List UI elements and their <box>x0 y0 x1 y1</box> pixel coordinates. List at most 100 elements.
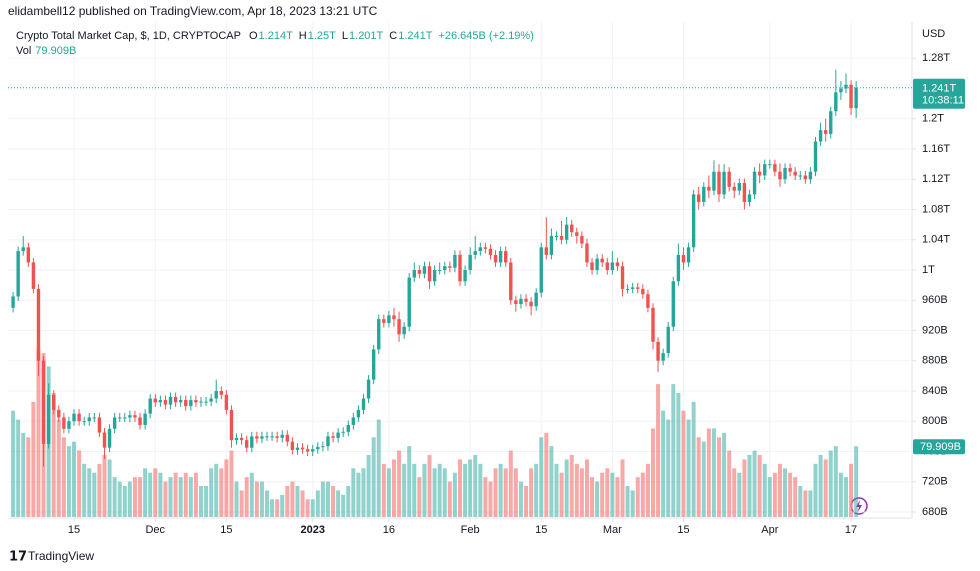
candle <box>666 322 670 358</box>
legend-volume-key: Vol <box>16 45 31 57</box>
candle-body <box>742 183 747 202</box>
volume-bar <box>757 455 762 517</box>
y-tick-label: 920B <box>922 324 948 336</box>
candle-body <box>311 449 315 452</box>
volume-bar <box>544 432 549 517</box>
volume-bar <box>458 459 462 517</box>
candle-body <box>371 349 376 380</box>
candle <box>224 390 229 415</box>
volume-bar <box>483 477 488 517</box>
candle-body <box>813 141 818 172</box>
volume-bar <box>579 468 584 517</box>
candle-body <box>559 235 564 240</box>
candle-body <box>752 171 757 195</box>
volume-bar <box>828 450 833 517</box>
candle <box>82 416 86 426</box>
candle <box>173 392 178 407</box>
volume-bar <box>661 410 666 517</box>
candle <box>41 356 46 467</box>
y-tick-label: 840B <box>922 385 948 397</box>
candle <box>585 239 589 267</box>
candle <box>773 159 777 177</box>
volume-bar <box>569 455 574 517</box>
volume-bar <box>11 410 16 517</box>
candle <box>707 175 711 199</box>
volume-bar <box>280 494 285 517</box>
volume-bar <box>26 437 31 517</box>
candle-body <box>102 432 107 448</box>
alert-bolt[interactable] <box>856 500 862 512</box>
candles <box>11 69 858 467</box>
y-tick-label: 1.16T <box>922 143 950 155</box>
candle <box>575 227 579 244</box>
candle-body <box>468 254 472 270</box>
candle-body <box>666 326 670 354</box>
volume-bar <box>386 468 391 517</box>
volume-bar <box>346 486 351 517</box>
candle <box>31 257 36 294</box>
candle-body <box>727 171 731 187</box>
volume-bar <box>686 419 691 517</box>
candle <box>412 262 416 283</box>
candle <box>204 397 208 407</box>
candle-body <box>763 164 767 176</box>
candle-body <box>234 437 239 441</box>
volume-bar <box>488 481 493 517</box>
candle-body <box>214 390 218 399</box>
volume-bar <box>524 486 529 517</box>
countdown: 10:38:11 <box>922 95 964 107</box>
candle <box>722 164 726 199</box>
last-volume-label: 79.909B <box>920 441 961 453</box>
candle <box>295 443 300 455</box>
volume-bar <box>254 481 259 517</box>
volume-bar <box>452 472 457 517</box>
volume-bar <box>584 459 589 517</box>
candle-body <box>620 266 625 289</box>
candle-body <box>519 298 523 305</box>
candle-body <box>92 417 97 419</box>
volume-bar <box>843 477 848 517</box>
volume-bar <box>671 384 676 517</box>
candle-body <box>636 287 640 289</box>
volume-bar <box>117 481 122 517</box>
volume-bar <box>102 455 107 517</box>
candle <box>844 73 848 94</box>
candle-body <box>504 251 508 263</box>
candle-body <box>143 413 147 425</box>
candle <box>763 159 767 181</box>
last-price-label: 1.241T <box>922 83 957 95</box>
candle-body <box>377 319 381 350</box>
candle-body <box>168 397 173 405</box>
volume-bar <box>376 419 381 517</box>
volume-bar <box>366 455 371 517</box>
volume-bar <box>265 490 270 517</box>
volume-bar <box>229 450 234 517</box>
volume-bar <box>122 486 127 517</box>
candle-body <box>270 436 274 438</box>
candle-body <box>239 437 244 441</box>
candle-body <box>422 266 427 274</box>
volume-bar <box>727 450 732 517</box>
candle-body <box>392 315 396 320</box>
volume-bar <box>574 463 579 517</box>
volume-bar <box>56 419 61 517</box>
volume-bar <box>645 463 650 517</box>
candle <box>26 242 31 267</box>
candle-body <box>610 262 615 270</box>
candle <box>625 284 630 294</box>
candle-body <box>808 171 813 180</box>
candle-body <box>397 319 401 335</box>
volume-bar <box>391 459 396 517</box>
volume-bar <box>168 477 173 517</box>
candle <box>478 242 483 256</box>
volume-bar <box>132 477 137 517</box>
candle <box>290 437 295 455</box>
publisher-header: elidambell12 published on TradingView.co… <box>8 4 378 18</box>
candle-body <box>158 400 163 403</box>
candle-body <box>793 171 797 176</box>
volume-bar <box>549 446 554 517</box>
candle <box>605 257 609 275</box>
candle <box>651 303 655 350</box>
candle <box>184 395 188 411</box>
candle-body <box>600 258 604 263</box>
